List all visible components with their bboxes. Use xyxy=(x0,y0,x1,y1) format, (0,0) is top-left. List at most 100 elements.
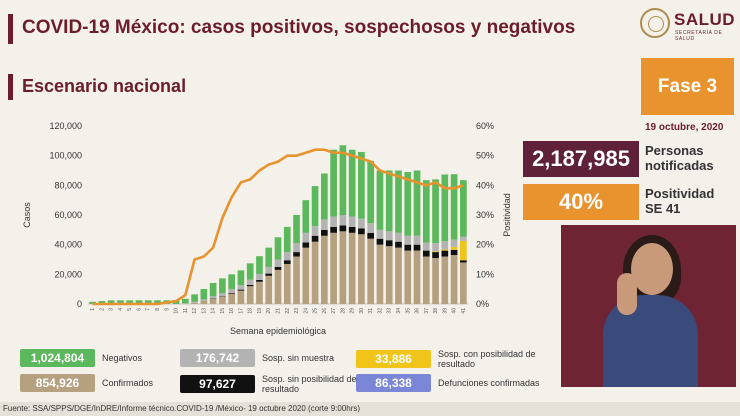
x-tick-label: 19 xyxy=(257,308,263,314)
notified-label-line2: notificadas xyxy=(645,158,714,173)
y2-tick-label: 0% xyxy=(476,299,489,309)
x-tick-label: 39 xyxy=(442,308,448,314)
subtitle-accent xyxy=(8,74,13,100)
bar-sosp-sin-muestra xyxy=(200,299,208,301)
bar-confirmados xyxy=(376,244,384,304)
bar-sosp-sin-muestra xyxy=(358,218,365,229)
bar-confirmados xyxy=(274,269,282,304)
x-tick-label: 9 xyxy=(164,308,170,311)
bar-confirmados xyxy=(200,301,208,304)
bar-negativos xyxy=(228,274,235,290)
logo-sub: SECRETARÍA DE SALUD xyxy=(675,30,723,42)
bar-negativos xyxy=(200,289,208,300)
x-tick-label: 6 xyxy=(136,308,142,311)
y-axis-label: Casos xyxy=(22,202,32,228)
legend-value: 86,338 xyxy=(356,374,431,392)
bar-sosp-sin-posibilidad-de-resultado xyxy=(460,260,467,263)
interpreter-hand xyxy=(617,273,637,315)
x-tick-label: 17 xyxy=(238,308,244,314)
bar-negativos xyxy=(395,170,402,233)
x-tick-label: 13 xyxy=(201,308,207,314)
bar-sosp-sin-muestra xyxy=(385,231,393,241)
bar-negativos xyxy=(246,263,254,280)
y-tick-label: 0 xyxy=(77,299,82,309)
bar-confirmados xyxy=(228,293,235,304)
bar-negativos xyxy=(413,170,421,236)
x-tick-label: 36 xyxy=(415,308,421,314)
bar-negativos xyxy=(302,200,310,233)
bar-negativos xyxy=(256,256,263,275)
x-tick-label: 33 xyxy=(387,308,393,314)
bar-sosp-sin-muestra xyxy=(395,232,402,242)
bar-negativos xyxy=(283,226,291,253)
x-tick-label: 34 xyxy=(396,308,402,314)
bar-sosp-sin-posibilidad-de-resultado xyxy=(358,228,365,235)
bar-confirmados xyxy=(441,256,449,304)
x-tick-label: 30 xyxy=(359,308,365,314)
bar-sosp-sin-muestra xyxy=(246,279,254,285)
bar-negativos xyxy=(432,179,439,244)
bar-negativos xyxy=(422,180,430,243)
bar-sosp-sin-muestra xyxy=(404,235,412,245)
y2-tick-label: 20% xyxy=(476,240,494,250)
bar-negativos xyxy=(367,160,375,224)
bar-sosp-sin-posibilidad-de-resultado xyxy=(228,292,235,294)
bar-sosp-sin-muestra xyxy=(219,293,226,297)
bar-negativos xyxy=(321,173,328,220)
x-tick-label: 38 xyxy=(433,308,439,314)
legend-value: 1,024,804 xyxy=(20,349,95,367)
bar-sosp-sin-muestra xyxy=(339,215,347,226)
bar-negativos xyxy=(98,301,106,304)
bar-sosp-sin-muestra xyxy=(293,243,300,253)
bar-negativos xyxy=(126,300,134,304)
bar-sosp-sin-muestra xyxy=(321,219,328,230)
bar-negativos xyxy=(107,300,115,304)
x-tick-label: 29 xyxy=(350,308,356,314)
bar-confirmados xyxy=(460,262,467,304)
x-tick-label: 37 xyxy=(424,308,430,314)
bar-confirmados xyxy=(422,256,430,304)
bar-confirmados xyxy=(450,255,458,304)
legend-value: 176,742 xyxy=(180,349,255,367)
y2-tick-label: 60% xyxy=(476,121,494,131)
y-tick-label: 60,000 xyxy=(54,210,82,220)
bar-sosp-sin-posibilidad-de-resultado xyxy=(274,266,282,270)
bar-negativos xyxy=(219,278,226,294)
bar-sosp-sin-posibilidad-de-resultado xyxy=(330,226,337,233)
legend-item: 33,886 Sosp. con posibilidad de resultado xyxy=(356,349,548,369)
bar-confirmados xyxy=(321,235,328,304)
bar-negativos xyxy=(117,300,124,304)
x-tick-label: 15 xyxy=(220,308,226,314)
x-tick-label: 26 xyxy=(322,308,328,314)
bar-sosp-sin-posibilidad-de-resultado xyxy=(450,249,458,256)
legend-label: Sosp. con posibilidad de resultado xyxy=(438,349,536,369)
y-tick-label: 100,000 xyxy=(49,151,82,161)
bar-sosp-sin-posibilidad-de-resultado xyxy=(432,252,439,259)
bar-confirmados xyxy=(432,258,439,304)
bar-sosp-sin-muestra xyxy=(348,216,356,227)
x-tick-label: 2 xyxy=(99,308,105,311)
bar-negativos xyxy=(450,174,458,240)
positivity-line xyxy=(92,148,464,306)
legend-value: 854,926 xyxy=(20,374,95,392)
x-axis-label: Semana epidemiológica xyxy=(230,326,326,336)
bar-negativos xyxy=(339,145,347,215)
bar-sosp-con-posibilidad-de-resultado xyxy=(441,249,449,251)
x-tick-label: 7 xyxy=(146,308,152,311)
bar-confirmados xyxy=(330,232,337,304)
x-tick-label: 16 xyxy=(229,308,235,314)
positivity-value: 40% xyxy=(523,184,639,220)
bar-negativos xyxy=(311,186,319,227)
x-tick-label: 35 xyxy=(405,308,411,314)
bar-confirmados xyxy=(395,247,402,304)
bar-confirmados xyxy=(246,286,254,304)
legend-value: 33,886 xyxy=(356,350,431,368)
bar-sosp-sin-posibilidad-de-resultado xyxy=(311,235,319,242)
bar-confirmados xyxy=(293,256,300,304)
bar-sosp-sin-muestra xyxy=(441,241,449,250)
legend-item: 176,742 Sosp. sin muestra xyxy=(180,349,334,367)
x-tick-label: 28 xyxy=(340,308,346,314)
bar-confirmados xyxy=(219,296,226,304)
bar-sosp-con-posibilidad-de-resultado xyxy=(432,251,439,253)
bar-sosp-sin-muestra xyxy=(209,296,217,299)
